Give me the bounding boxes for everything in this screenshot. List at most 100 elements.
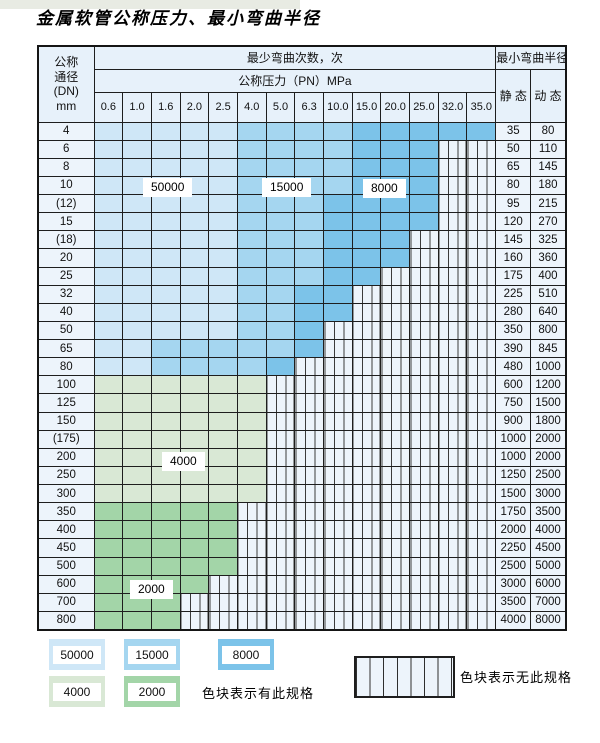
no-spec-cell: [294, 592, 324, 612]
no-spec-cell: [351, 302, 382, 322]
spec-cell: [93, 520, 124, 540]
dynamic-header: 动 态: [530, 68, 567, 123]
table-row-dn-200: 200 1000 2000: [37, 447, 567, 467]
no-spec-cell: [294, 574, 324, 594]
no-spec-cell: [236, 592, 267, 612]
no-spec-cell: [437, 610, 468, 631]
spec-cell: [380, 248, 411, 268]
spec-cell: [351, 230, 382, 250]
legend-swatch-label: 8000: [222, 645, 270, 664]
spec-cell: [323, 302, 353, 322]
no-spec-cell: [294, 393, 324, 413]
spec-cell: [351, 121, 382, 141]
no-spec-cell: [380, 483, 411, 504]
no-spec-cell: [409, 248, 439, 268]
table-row-dn-500: 500 2500 5000: [37, 556, 567, 576]
spec-cell: [179, 320, 210, 341]
static-value: 1000: [495, 429, 532, 449]
spec-cell: [93, 338, 124, 359]
no-spec-cell: [351, 502, 382, 522]
spec-cell: [208, 483, 238, 504]
dn-cell: 65: [37, 338, 95, 359]
spec-cell: [236, 338, 267, 359]
no-spec-cell: [466, 556, 497, 576]
spec-cell: [122, 212, 152, 232]
spec-cell: [294, 230, 324, 250]
no-spec-cell: [265, 429, 296, 449]
static-value: 2250: [495, 538, 532, 558]
dynamic-value: 7000: [530, 592, 567, 612]
no-spec-cell: [323, 429, 353, 449]
table-row-dn-4: 4 35 80: [37, 121, 567, 141]
no-spec-cell: [323, 520, 353, 540]
table-row-dn-50: 50 350 800: [37, 320, 567, 341]
spec-cell: [294, 248, 324, 268]
no-spec-cell: [466, 610, 497, 631]
no-spec-cell: [323, 393, 353, 413]
no-spec-cell: [351, 610, 382, 631]
no-spec-cell: [323, 447, 353, 467]
spec-cell: [179, 411, 210, 431]
no-spec-cell: [409, 302, 439, 322]
static-value: 1000: [495, 447, 532, 467]
spec-cell: [351, 212, 382, 232]
table-row-dn-40: 40 280 640: [37, 302, 567, 322]
spec-cell: [93, 212, 124, 232]
dynamic-value: 325: [530, 230, 567, 250]
no-spec-cell: [351, 393, 382, 413]
pressure-value-5.0: 5.0: [265, 91, 296, 123]
dn-header: 公称 通径 (DN) mm: [37, 45, 95, 123]
spec-cell: [294, 121, 324, 141]
spec-cell: [208, 248, 238, 268]
no-spec-cell: [351, 320, 382, 341]
spec-cell: [93, 483, 124, 504]
no-spec-cell: [437, 338, 468, 359]
dn-cell: 300: [37, 483, 95, 504]
spec-cell: [294, 338, 324, 359]
spec-cell: [150, 139, 181, 159]
no-spec-cell: [265, 411, 296, 431]
spec-cell: [208, 393, 238, 413]
no-spec-cell: [294, 502, 324, 522]
spec-cell: [179, 357, 210, 377]
dn-cell: 600: [37, 574, 95, 594]
dn-cell: 150: [37, 411, 95, 431]
spec-cell: [179, 266, 210, 286]
table-row-dn-25: 25 175 400: [37, 266, 567, 286]
spec-cell: [294, 193, 324, 214]
no-spec-cell: [409, 574, 439, 594]
no-spec-cell: [437, 447, 468, 467]
spec-cell: [122, 121, 152, 141]
no-spec-cell: [466, 248, 497, 268]
dn-cell: 200: [37, 447, 95, 467]
spec-cell: [265, 248, 296, 268]
spec-cell: [179, 212, 210, 232]
no-spec-cell: [208, 574, 238, 594]
spec-cell: [93, 447, 124, 467]
spec-cell: [179, 502, 210, 522]
spec-cell: [150, 266, 181, 286]
no-spec-cell: [351, 556, 382, 576]
pressure-value-2.5: 2.5: [208, 91, 238, 123]
spec-cell: [236, 375, 267, 395]
spec-cell: [409, 193, 439, 214]
pressure-value-1.6: 1.6: [150, 91, 181, 123]
dn-cell: 32: [37, 284, 95, 304]
dynamic-value: 510: [530, 284, 567, 304]
spec-cell: [93, 502, 124, 522]
static-value: 350: [495, 320, 532, 341]
spec-cell: [208, 320, 238, 341]
dynamic-value: 8000: [530, 610, 567, 631]
no-spec-cell: [208, 610, 238, 631]
no-spec-cell: [351, 357, 382, 377]
dn-cell: 4: [37, 121, 95, 141]
no-spec-cell: [265, 393, 296, 413]
spec-cell: [150, 320, 181, 341]
no-spec-cell: [409, 320, 439, 341]
spec-cell: [208, 357, 238, 377]
spec-cell: [208, 556, 238, 576]
spec-cell: [409, 139, 439, 159]
spec-cell: [122, 375, 152, 395]
spec-cell: [122, 538, 152, 558]
spec-cell: [323, 157, 353, 177]
